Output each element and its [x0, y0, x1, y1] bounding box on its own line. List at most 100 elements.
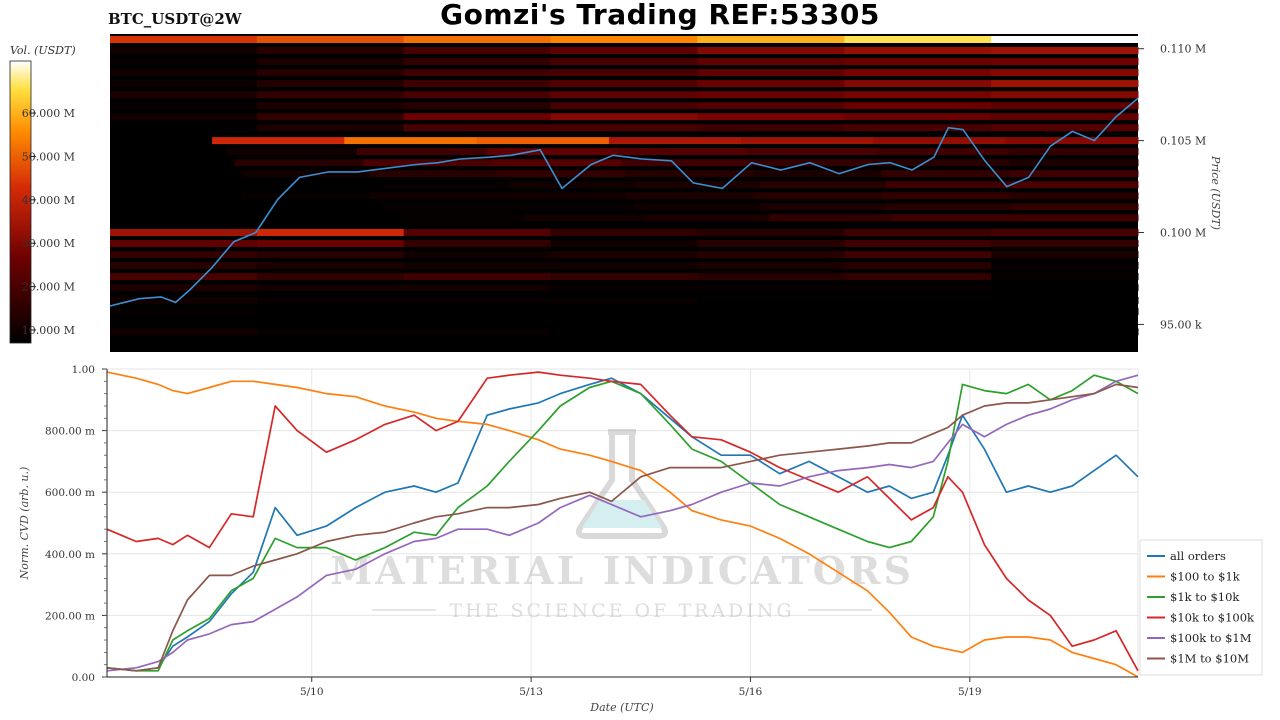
heatmap-cell — [991, 36, 1139, 43]
watermark: MATERIAL INDICATORS THE SCIENCE OF TRADI… — [330, 429, 911, 622]
heatmap-cell — [991, 297, 1139, 304]
heatmap-cell — [110, 58, 258, 66]
heatmap-cell — [550, 251, 698, 259]
heatmap-cell — [550, 229, 698, 236]
heatmap-cell — [550, 69, 698, 77]
heatmap-cell — [625, 170, 755, 178]
heatmap-cell — [697, 262, 845, 270]
heatmap-cell — [507, 203, 635, 211]
heatmap-cell — [277, 214, 402, 222]
heatmap-cell — [110, 124, 258, 132]
heatmap-cell — [110, 284, 258, 292]
heatmap-cell — [991, 284, 1139, 292]
heatmap-cell — [110, 113, 258, 121]
heatmap-cell — [403, 58, 552, 66]
heatmap-cell — [753, 170, 883, 178]
heatmap-cell — [844, 113, 992, 121]
heatmap-cell — [256, 273, 405, 281]
heatmap-cell — [633, 203, 761, 211]
symbol-label: BTC_USDT@2W — [108, 10, 242, 28]
price-axis-label: Price (USDT) — [1209, 155, 1222, 230]
heatmap-cell — [991, 102, 1139, 110]
legend-item: all orders — [1147, 549, 1226, 563]
legend-item: $1M to $10M — [1147, 652, 1249, 666]
y-tick-label: 0.00 — [72, 672, 95, 684]
heatmap-cell — [991, 251, 1139, 259]
heatmap-cell — [991, 91, 1139, 99]
x-tick-label: 5/10 — [300, 686, 324, 698]
legend: all orders $100 to $1k $1k to $10k $10k to … — [1139, 539, 1263, 676]
heatmap-cell — [550, 91, 698, 99]
heatmap-cell — [381, 181, 509, 189]
heatmap-cell — [550, 262, 698, 270]
heatmap-cell — [844, 58, 992, 66]
legend-label: $100k to $1M — [1170, 631, 1252, 645]
heatmap-cell — [369, 192, 498, 200]
heatmap-cell — [991, 273, 1139, 281]
heatmap-cell — [476, 137, 610, 145]
heatmap-cell — [697, 69, 845, 77]
colorbar-tick-label: 50.000 M — [22, 150, 75, 163]
heatmap-cells — [110, 36, 1139, 336]
cvd-x-axis: 5/10 5/13 5/16 5/19 — [300, 677, 982, 698]
heatmap-cell — [403, 229, 552, 236]
heatmap-cell — [879, 159, 1010, 167]
heatmap-cell — [991, 262, 1139, 270]
heatmap-cell — [212, 137, 345, 145]
heatmap-cell — [110, 262, 258, 270]
heatmap-cell — [697, 240, 845, 247]
heatmap-cell — [991, 229, 1139, 236]
heatmap-cell — [110, 229, 258, 236]
heatmap-cell — [759, 181, 887, 189]
heatmap-cell — [110, 91, 258, 99]
heatmap-cell — [991, 308, 1139, 316]
series-line-10k-to-100k — [106, 371, 1139, 672]
heatmap-cell — [110, 69, 258, 77]
heatmap-cell — [256, 113, 405, 121]
legend-label: $1k to $10k — [1170, 590, 1240, 604]
heatmap-cell — [844, 36, 992, 43]
heatmap-cell — [697, 91, 845, 99]
heatmap-cell — [991, 113, 1139, 121]
heatmap-cell — [1012, 203, 1139, 211]
heatmap-cell — [256, 308, 405, 316]
heatmap-cell — [646, 214, 770, 222]
price-line — [109, 97, 1139, 307]
heatmap-cell — [403, 251, 552, 259]
heatmap-cell — [110, 80, 258, 88]
watermark-subtitle: THE SCIENCE OF TRADING — [449, 600, 794, 622]
flask-icon — [575, 429, 669, 539]
heatmap-cell — [991, 69, 1139, 77]
colorbar-tick-label: 40.000 M — [22, 194, 75, 207]
heatmap-cell — [608, 137, 742, 145]
heatmap-cell — [550, 273, 698, 281]
heatmap-cell — [110, 273, 258, 281]
heatmap-cell — [256, 58, 405, 66]
legend-item: $10k to $100k — [1147, 611, 1255, 625]
x-tick-label: 5/19 — [958, 686, 982, 698]
heatmap-cell — [844, 124, 992, 132]
heatmap-cell — [110, 251, 258, 259]
heatmap-cell — [844, 47, 992, 54]
heatmap-cell — [991, 124, 1139, 132]
heatmap-cell — [256, 240, 405, 247]
legend-label: $100 to $1k — [1170, 570, 1241, 584]
heatmap-cell — [697, 328, 845, 336]
heatmap-cell — [256, 251, 405, 259]
heatmap-cell — [256, 80, 405, 88]
legend-box — [1139, 539, 1263, 676]
heatmap-cell — [369, 170, 498, 178]
colorbar-tick-label: 60.000 M — [22, 107, 75, 120]
heatmap-cell — [487, 148, 618, 156]
heatmap-cell — [507, 181, 635, 189]
heatmap-cell — [256, 102, 405, 110]
series-line-all-orders — [106, 377, 1139, 672]
heatmap-cell — [697, 229, 845, 236]
heatmap-cell — [991, 80, 1139, 88]
heatmap-cell — [403, 124, 552, 132]
heatmap-cell — [403, 328, 552, 336]
heatmap-cell — [256, 91, 405, 99]
colorbar-tick-label: 30.000 M — [22, 237, 75, 250]
heatmap-cell — [844, 273, 992, 281]
heatmap-cell — [844, 229, 992, 236]
